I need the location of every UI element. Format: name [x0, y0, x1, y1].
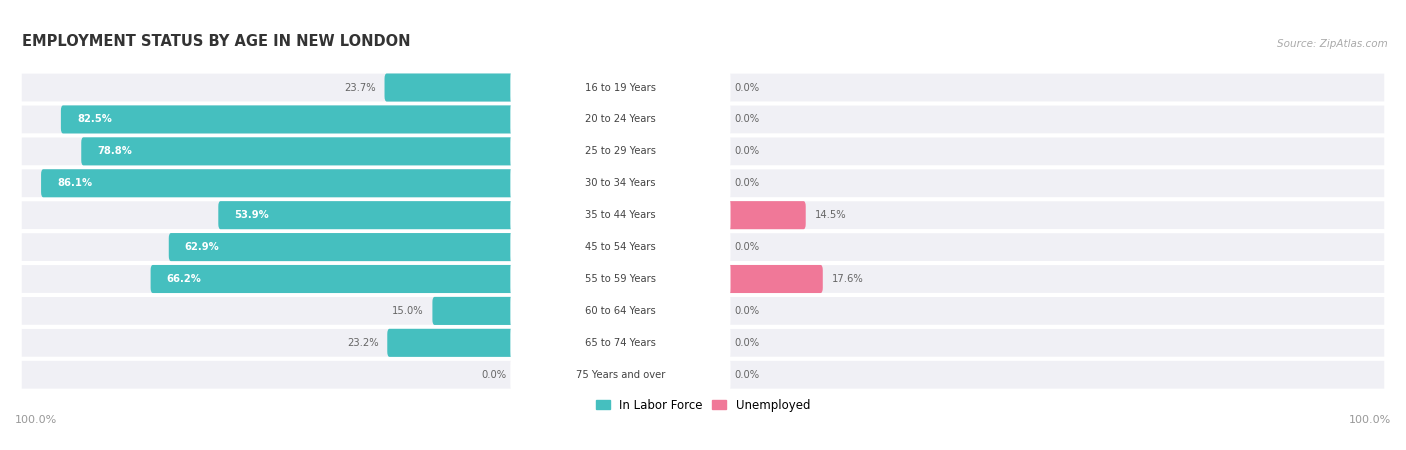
- FancyBboxPatch shape: [21, 201, 1385, 229]
- Text: 0.0%: 0.0%: [735, 82, 759, 93]
- Text: 17.6%: 17.6%: [831, 274, 863, 284]
- FancyBboxPatch shape: [21, 233, 1385, 261]
- FancyBboxPatch shape: [21, 329, 1385, 357]
- Text: 0.0%: 0.0%: [735, 242, 759, 252]
- FancyBboxPatch shape: [510, 350, 731, 400]
- Text: 82.5%: 82.5%: [77, 114, 112, 125]
- FancyBboxPatch shape: [169, 233, 519, 261]
- Text: 0.0%: 0.0%: [481, 370, 506, 380]
- Text: 100.0%: 100.0%: [15, 415, 58, 425]
- Text: 30 to 34 Years: 30 to 34 Years: [585, 178, 655, 188]
- Text: 0.0%: 0.0%: [735, 338, 759, 348]
- Text: 23.2%: 23.2%: [347, 338, 378, 348]
- FancyBboxPatch shape: [82, 137, 519, 166]
- FancyBboxPatch shape: [510, 318, 731, 368]
- Text: 65 to 74 Years: 65 to 74 Years: [585, 338, 655, 348]
- FancyBboxPatch shape: [721, 265, 823, 293]
- Text: 75 Years and over: 75 Years and over: [575, 370, 665, 380]
- FancyBboxPatch shape: [21, 137, 1385, 165]
- Text: 0.0%: 0.0%: [735, 306, 759, 316]
- Text: 100.0%: 100.0%: [1348, 415, 1391, 425]
- Text: 23.7%: 23.7%: [344, 82, 375, 93]
- Text: 0.0%: 0.0%: [735, 114, 759, 125]
- Text: EMPLOYMENT STATUS BY AGE IN NEW LONDON: EMPLOYMENT STATUS BY AGE IN NEW LONDON: [22, 33, 411, 49]
- Text: 0.0%: 0.0%: [735, 178, 759, 188]
- Text: 45 to 54 Years: 45 to 54 Years: [585, 242, 655, 252]
- FancyBboxPatch shape: [21, 265, 1385, 293]
- FancyBboxPatch shape: [510, 126, 731, 176]
- FancyBboxPatch shape: [510, 254, 731, 304]
- FancyBboxPatch shape: [21, 106, 1385, 133]
- FancyBboxPatch shape: [60, 105, 519, 134]
- Legend: In Labor Force, Unemployed: In Labor Force, Unemployed: [591, 394, 815, 416]
- FancyBboxPatch shape: [510, 286, 731, 336]
- Text: Source: ZipAtlas.com: Source: ZipAtlas.com: [1278, 39, 1388, 49]
- FancyBboxPatch shape: [510, 63, 731, 112]
- Text: 55 to 59 Years: 55 to 59 Years: [585, 274, 657, 284]
- FancyBboxPatch shape: [21, 169, 1385, 197]
- Text: 20 to 24 Years: 20 to 24 Years: [585, 114, 655, 125]
- Text: 25 to 29 Years: 25 to 29 Years: [585, 146, 657, 156]
- FancyBboxPatch shape: [41, 169, 519, 197]
- FancyBboxPatch shape: [510, 158, 731, 208]
- FancyBboxPatch shape: [384, 73, 519, 102]
- FancyBboxPatch shape: [21, 297, 1385, 325]
- Text: 78.8%: 78.8%: [97, 146, 132, 156]
- FancyBboxPatch shape: [218, 201, 519, 229]
- FancyBboxPatch shape: [433, 297, 519, 325]
- Text: 0.0%: 0.0%: [735, 370, 759, 380]
- FancyBboxPatch shape: [21, 361, 1385, 389]
- FancyBboxPatch shape: [387, 329, 519, 357]
- Text: 53.9%: 53.9%: [235, 210, 269, 220]
- Text: 86.1%: 86.1%: [58, 178, 93, 188]
- Text: 62.9%: 62.9%: [184, 242, 219, 252]
- FancyBboxPatch shape: [21, 74, 1385, 101]
- FancyBboxPatch shape: [510, 190, 731, 240]
- FancyBboxPatch shape: [150, 265, 519, 293]
- FancyBboxPatch shape: [721, 201, 806, 229]
- Text: 14.5%: 14.5%: [814, 210, 846, 220]
- FancyBboxPatch shape: [510, 222, 731, 272]
- Text: 66.2%: 66.2%: [167, 274, 201, 284]
- Text: 0.0%: 0.0%: [735, 146, 759, 156]
- Text: 16 to 19 Years: 16 to 19 Years: [585, 82, 657, 93]
- FancyBboxPatch shape: [510, 94, 731, 144]
- Text: 15.0%: 15.0%: [392, 306, 423, 316]
- Text: 60 to 64 Years: 60 to 64 Years: [585, 306, 655, 316]
- Text: 35 to 44 Years: 35 to 44 Years: [585, 210, 655, 220]
